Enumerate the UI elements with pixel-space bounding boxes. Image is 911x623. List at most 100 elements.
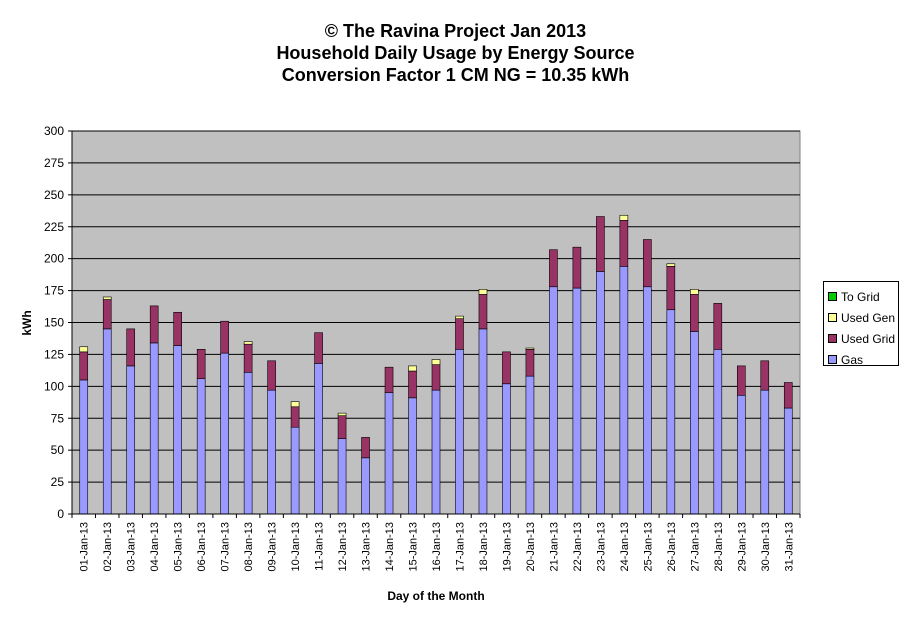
x-tick-label: 09-Jan-13 xyxy=(267,522,279,572)
bar-gas xyxy=(643,286,652,515)
legend-item: Used Grid xyxy=(828,328,898,349)
legend-item: To Grid xyxy=(828,286,898,307)
bar-used-grid xyxy=(690,294,699,332)
x-tick-label: 06-Jan-13 xyxy=(196,522,208,572)
x-tick-label: 26-Jan-13 xyxy=(666,522,678,572)
bar-gas xyxy=(690,331,699,515)
bar-gas xyxy=(783,407,793,515)
bar-used-gen xyxy=(290,401,300,408)
bar-used-grid xyxy=(361,437,370,459)
chart-title: © The Ravina Project Jan 2013 xyxy=(324,21,587,41)
bar-used-grid xyxy=(666,266,676,311)
bar-gas xyxy=(361,457,370,515)
y-tick-label: 75 xyxy=(51,411,65,425)
bar-used-gen xyxy=(666,263,676,267)
y-tick-label: 25 xyxy=(51,475,65,489)
legend-label: To Grid xyxy=(841,289,880,304)
chart-title-block: © The Ravina Project Jan 2013 Household … xyxy=(0,20,911,86)
legend: To Grid Used Gen Used Grid Gas xyxy=(823,281,899,367)
bar-used-grid xyxy=(431,364,441,391)
x-tick-label: 14-Jan-13 xyxy=(384,522,396,572)
x-tick-label: 04-Jan-13 xyxy=(149,522,161,572)
bar-used-grid xyxy=(79,351,89,381)
bar-gas xyxy=(455,349,464,515)
legend-swatch xyxy=(828,313,837,322)
legend-item: Used Gen xyxy=(828,307,898,328)
x-tick-label: 29-Jan-13 xyxy=(736,522,748,572)
x-tick-label: 13-Jan-13 xyxy=(361,522,373,572)
x-tick-label: 15-Jan-13 xyxy=(408,522,420,572)
x-tick-label: 19-Jan-13 xyxy=(501,522,513,572)
bar-used-grid xyxy=(525,349,535,377)
bar-gas xyxy=(173,345,182,515)
bar-used-grid xyxy=(760,360,770,391)
bar-used-gen xyxy=(102,296,112,300)
bar-gas xyxy=(478,328,488,515)
x-tick-label: 12-Jan-13 xyxy=(337,522,349,572)
bar-gas xyxy=(619,266,629,515)
x-tick-label: 07-Jan-13 xyxy=(220,522,232,572)
x-tick-label: 05-Jan-13 xyxy=(173,522,185,572)
bar-used-grid xyxy=(196,349,206,379)
bar-used-gen xyxy=(408,365,417,372)
x-tick-label: 02-Jan-13 xyxy=(102,522,114,572)
bar-gas xyxy=(760,389,770,515)
bar-gas xyxy=(126,365,136,515)
bar-used-grid xyxy=(314,332,323,364)
x-tick-label: 25-Jan-13 xyxy=(642,522,654,572)
y-tick-label: 0 xyxy=(57,507,64,521)
bar-used-gen xyxy=(431,359,441,365)
x-tick-label: 27-Jan-13 xyxy=(689,522,701,572)
x-tick-label: 17-Jan-13 xyxy=(454,522,466,572)
bar-used-gen xyxy=(478,289,488,295)
x-tick-label: 16-Jan-13 xyxy=(431,522,443,572)
bar-used-grid xyxy=(502,351,511,385)
bar-used-gen xyxy=(525,347,535,350)
bar-used-grid xyxy=(643,239,652,288)
y-tick-label: 275 xyxy=(44,156,64,170)
x-tick-label: 31-Jan-13 xyxy=(783,522,795,572)
bar-gas xyxy=(525,375,535,515)
x-tick-label: 21-Jan-13 xyxy=(548,522,560,572)
bar-used-grid xyxy=(267,360,276,391)
bar-gas xyxy=(220,352,229,515)
bar-used-grid xyxy=(619,220,629,267)
bar-gas xyxy=(337,438,347,515)
legend-label: Used Grid xyxy=(841,331,896,346)
bar-used-grid xyxy=(783,382,793,409)
bar-used-gen xyxy=(690,289,699,295)
bar-used-grid xyxy=(549,249,558,288)
bar-used-grid xyxy=(126,328,136,367)
x-tick-label: 30-Jan-13 xyxy=(760,522,772,572)
bar-gas xyxy=(290,426,300,515)
bar-gas xyxy=(596,271,605,515)
bar-used-grid xyxy=(713,303,723,350)
x-tick-label: 22-Jan-13 xyxy=(572,522,584,572)
bar-gas xyxy=(572,287,582,515)
bar-used-gen xyxy=(243,341,253,345)
bar-used-grid xyxy=(736,365,746,396)
bar-used-grid xyxy=(243,343,253,373)
bar-used-grid xyxy=(290,406,300,428)
legend-swatch xyxy=(828,355,837,364)
x-tick-label: 20-Jan-13 xyxy=(525,522,537,572)
y-tick-label: 100 xyxy=(44,379,64,393)
bar-gas xyxy=(666,309,676,515)
x-tick-label: 11-Jan-13 xyxy=(314,522,326,571)
bar-used-grid xyxy=(596,216,605,272)
bar-used-grid xyxy=(337,415,347,439)
legend-label: Used Gen xyxy=(841,310,896,325)
bar-used-grid xyxy=(572,246,582,289)
bar-used-grid xyxy=(384,366,394,394)
bar-used-gen xyxy=(455,315,464,319)
x-axis-label: Day of the Month xyxy=(387,589,484,603)
y-tick-label: 200 xyxy=(44,252,64,266)
bar-used-grid xyxy=(478,294,488,330)
bar-gas xyxy=(502,383,511,515)
bar-gas xyxy=(196,378,206,515)
bar-gas xyxy=(79,379,89,515)
y-axis-label: kWh xyxy=(20,310,34,335)
bar-gas xyxy=(408,397,417,515)
y-tick-label: 225 xyxy=(44,220,64,234)
